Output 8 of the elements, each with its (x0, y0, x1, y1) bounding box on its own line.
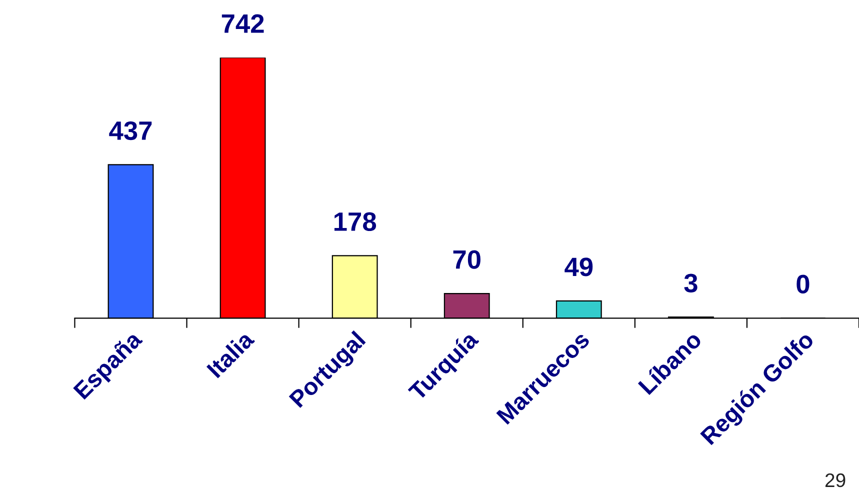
data-label: 70 (453, 250, 480, 269)
data-label: 49 (564, 258, 593, 276)
data-label: 437 (109, 121, 152, 140)
data-label: 0 (796, 274, 810, 294)
data-label: 742 (222, 14, 264, 33)
data-label: 3 (684, 274, 698, 292)
data-label: 178 (334, 212, 376, 231)
text: 29 (825, 473, 846, 488)
